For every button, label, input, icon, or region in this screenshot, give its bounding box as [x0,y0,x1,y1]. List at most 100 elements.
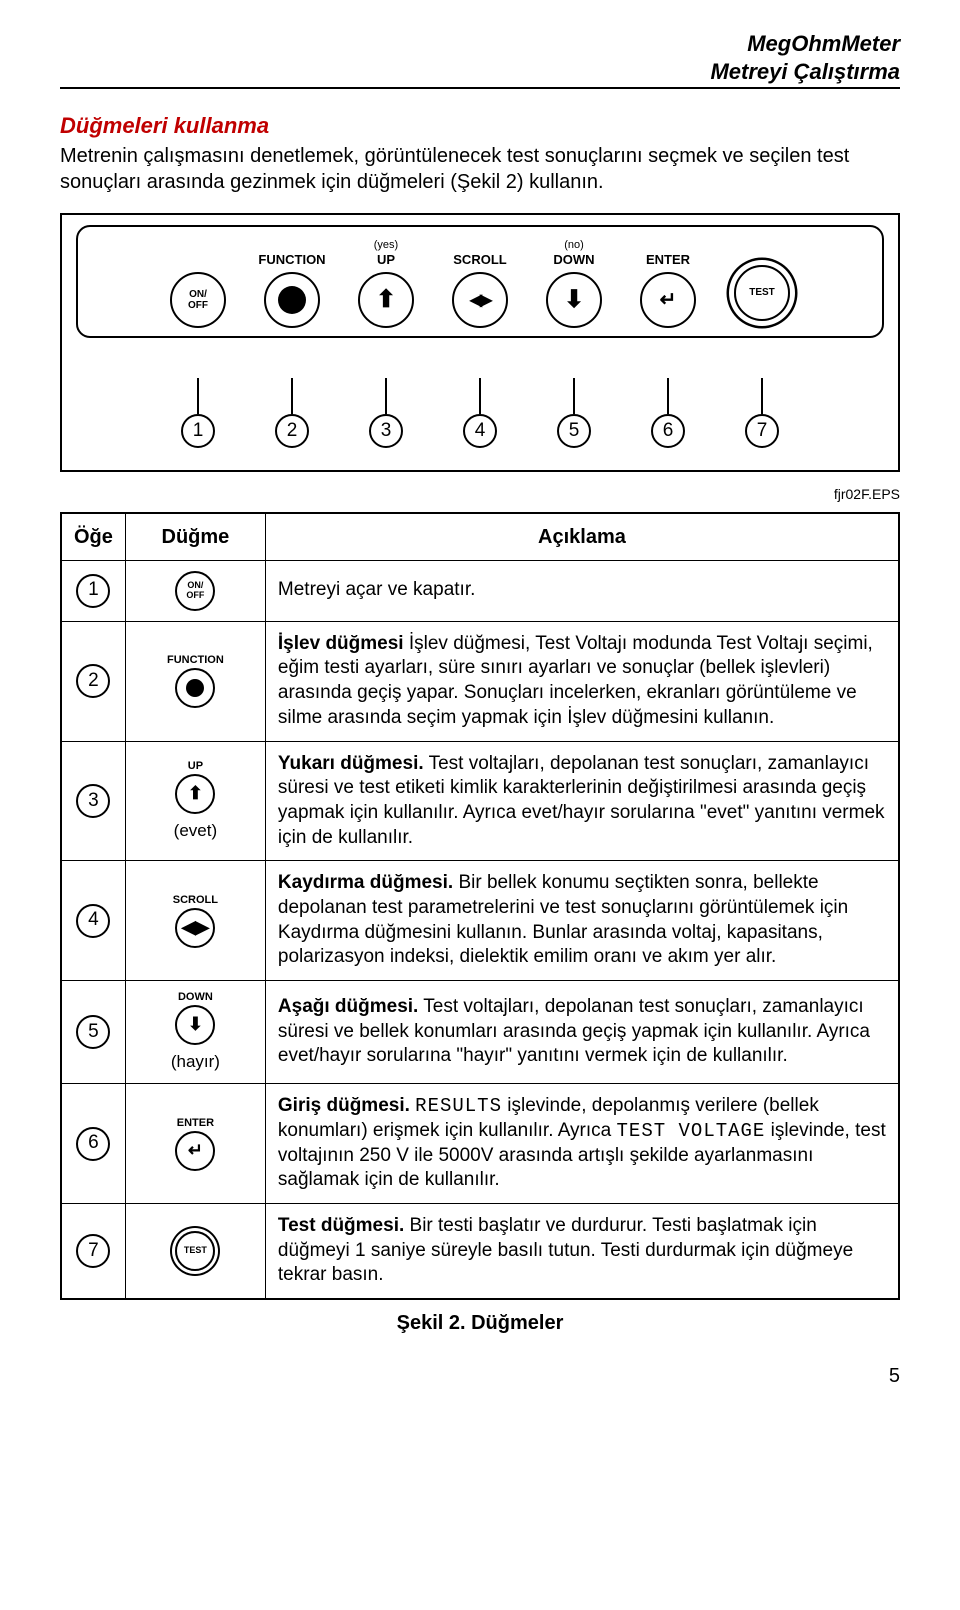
panel-button: ◀▶ [452,272,508,328]
row-number: 7 [76,1234,110,1268]
page-number: 5 [60,1365,900,1388]
page-header: MegOhmMeter Metreyi Çalıştırma [60,30,900,89]
table-row: 6 ENTER ↵ Giriş düğmesi. RESULTS işlevinde,… [61,1084,899,1204]
leader-line [573,378,575,414]
table-row: 1 ON/OFF Metreyi açar ve kapatır. [61,560,899,621]
figure-caption: Şekil 2. Düğmeler [60,1312,900,1335]
table-row: 3UP⬆(evet)Yukarı düğmesi. Test voltajlar… [61,741,899,861]
panel-button-col: FUNCTION [257,252,327,328]
row-number: 2 [76,664,110,698]
panel-button-col: (no)DOWN ⬇ [539,239,609,328]
row-button-cell: ENTER ↵ [125,1084,265,1204]
leader-col: 7 [727,378,797,448]
leader-number: 7 [745,414,779,448]
leader-col: 6 [633,378,703,448]
mini-button: ↵ [175,1131,215,1171]
leader-line [761,378,763,414]
leader-line [479,378,481,414]
panel-button-label: (yes)UP [374,239,398,268]
leader-number: 3 [369,414,403,448]
panel-button-col: SCROLL ◀▶ [445,252,515,328]
panel-button: ↵ [640,272,696,328]
row-number: 3 [76,784,110,818]
row-desc-cell: Test düğmesi. Bir testi başlatır ve durd… [265,1203,899,1299]
row-button-cell: ON/OFF [125,560,265,621]
leader-line [385,378,387,414]
mini-button-label: ENTER [177,1117,214,1129]
row-number-cell: 6 [61,1084,125,1204]
panel-button: ⬆ [358,272,414,328]
eps-label: fjr02F.EPS [60,486,900,502]
th-desc: Açıklama [265,513,899,561]
leader-line [667,378,669,414]
panel-button-col: ENTER ↵ [633,252,703,328]
th-button: Düğme [125,513,265,561]
leader-number: 5 [557,414,591,448]
leader-col: 5 [539,378,609,448]
leader-col: 2 [257,378,327,448]
row-number-cell: 7 [61,1203,125,1299]
row-button-cell: UP ⬆ (evet) [125,741,265,861]
leader-number: 2 [275,414,309,448]
leader-col: 1 [163,378,233,448]
th-item: Öğe [61,513,125,561]
row-button-cell: TEST [125,1203,265,1299]
panel-button-col: TEST [727,254,797,328]
row-desc-cell: Aşağı düğmesi. Test voltajları, depolana… [265,981,899,1084]
mini-button: TEST [175,1231,215,1271]
row-number: 4 [76,904,110,938]
panel-button-label: (no)DOWN [553,239,594,268]
row-button-cell: SCROLL ◀▶ [125,861,265,981]
row-number-cell: 3 [61,741,125,861]
mini-button: ⬇ [175,1005,215,1045]
panel-button-label: ENTER [646,252,690,268]
table-row: 4 SCROLL ◀▶ Kaydırma düğmesi. Bir bellek ko… [61,861,899,981]
mini-button: ⬆ [175,774,215,814]
leader-number: 4 [463,414,497,448]
leader-number: 6 [651,414,685,448]
row-number: 1 [76,574,110,608]
panel-button-label: FUNCTION [258,252,325,268]
table-row: 7 TEST Test düğmesi. Bir testi başlatır ve… [61,1203,899,1299]
row-number-cell: 2 [61,621,125,741]
button-panel-row: ON/OFF FUNCTION (yes)UP ⬆ SCROLL ◀▶ (no)DOWN ⬇ E… [76,225,884,338]
row-button-cell: DOWN ⬇ (hayır) [125,981,265,1084]
panel-button: ⬇ [546,272,602,328]
leader-line [291,378,293,414]
row-button-cell: FUNCTION [125,621,265,741]
button-panel-figure: ON/OFF FUNCTION (yes)UP ⬆ SCROLL ◀▶ (no)DOWN ⬇ E… [60,213,900,472]
header-line2: Metreyi Çalıştırma [60,58,900,86]
table-row: 5 DOWN ⬇ (hayır) Aşağı düğmesi. Test voltajl… [61,981,899,1084]
mini-button-sub: (evet) [174,820,217,842]
row-desc-cell: Metreyi açar ve kapatır. [265,560,899,621]
leader-col: 4 [445,378,515,448]
panel-button: ON/OFF [170,272,226,328]
row-number: 5 [76,1015,110,1049]
description-table: Öğe Düğme Açıklama 1 ON/OFF Metreyi açar v… [60,512,900,1300]
row-desc-cell: Giriş düğmesi. RESULTS işlevinde, depola… [265,1084,899,1204]
mini-button-label: DOWN [178,991,213,1003]
panel-button-col: (yes)UP ⬆ [351,239,421,328]
leader-number: 1 [181,414,215,448]
header-line1: MegOhmMeter [60,30,900,58]
panel-button-label: SCROLL [453,252,506,268]
mini-button-label: UP [188,760,203,772]
row-number-cell: 1 [61,560,125,621]
panel-button-col: ON/OFF [163,268,233,328]
leader-row: 1 2 3 4 5 6 7 [76,378,884,448]
mini-button-sub: (hayır) [171,1051,220,1073]
mini-button [175,668,215,708]
mini-button-label: SCROLL [173,894,218,906]
intro-text: Metrenin çalışmasını denetlemek, görüntü… [60,143,900,195]
panel-button [264,272,320,328]
section-title: Düğmeleri kullanma [60,113,900,139]
leader-line [197,378,199,414]
mini-button: ON/OFF [175,571,215,611]
leader-col: 3 [351,378,421,448]
row-number: 6 [76,1127,110,1161]
row-number-cell: 5 [61,981,125,1084]
mini-button-label: FUNCTION [167,654,224,666]
row-desc-cell: Kaydırma düğmesi. Bir bellek konumu seçt… [265,861,899,981]
table-row: 2FUNCTIONİşlev düğmesi İşlev düğmesi, Te… [61,621,899,741]
mini-button: ◀▶ [175,908,215,948]
